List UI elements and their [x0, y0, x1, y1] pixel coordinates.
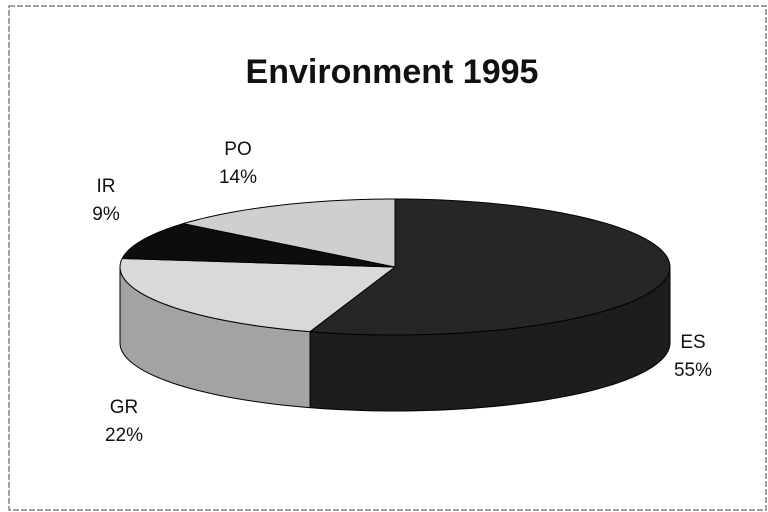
slice: [119, 257, 397, 333]
slice-value-label: 9%: [92, 204, 120, 225]
slice-label: IR: [97, 176, 116, 197]
slice-label: GR: [110, 397, 139, 418]
slice: [121, 223, 396, 268]
chart-title: Environment 1995: [246, 53, 539, 91]
slice: [182, 198, 396, 268]
slice-label: PO: [224, 139, 251, 160]
slice-value-label: 55%: [674, 360, 712, 381]
slice-value-label: 22%: [105, 425, 143, 446]
slice-value-label: 14%: [219, 167, 257, 188]
slice: [308, 198, 671, 336]
slice-label: ES: [680, 332, 705, 353]
